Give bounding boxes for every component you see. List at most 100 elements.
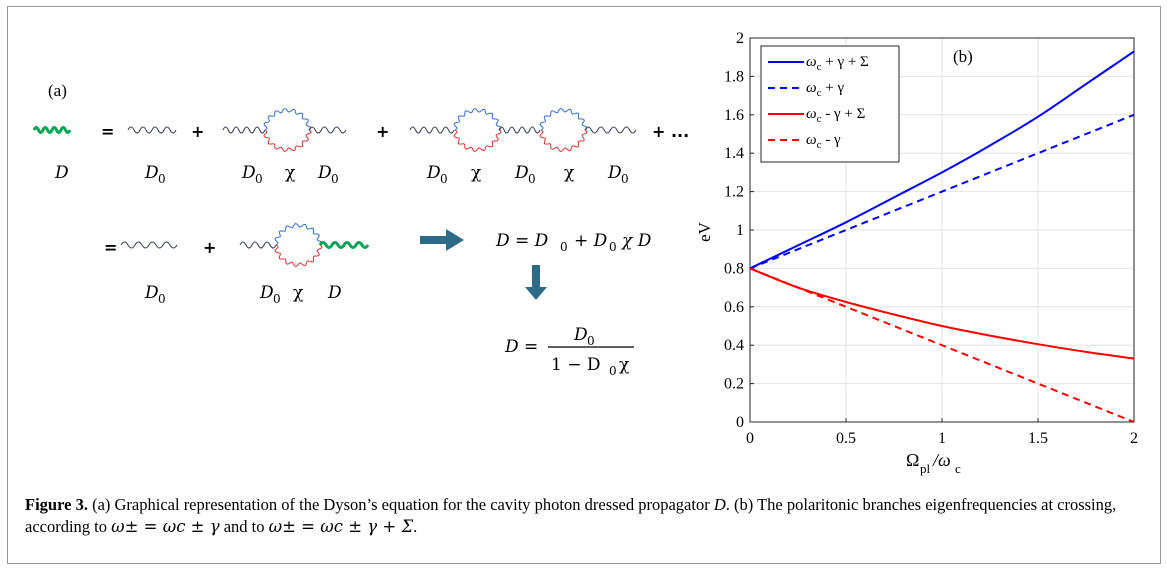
label-D0: D (144, 163, 159, 183)
loop-upper-line (263, 107, 312, 131)
label-D: D (54, 163, 69, 183)
x-axis-label: Ω pl /ω c (906, 450, 961, 476)
loop-upper-line (453, 107, 502, 131)
svg-text:pl: pl (920, 461, 931, 476)
bare-propagator-line (308, 126, 347, 134)
equals-sign-1: = (101, 122, 114, 141)
label-chi: χ (471, 163, 481, 183)
loop-lower-line (453, 129, 502, 153)
y-tick-label: 0.2 (724, 376, 744, 393)
equals-sign-2: = (104, 238, 117, 257)
label-D0: D (144, 283, 159, 303)
y-tick-label: 1.6 (724, 107, 744, 124)
bare-propagator-line (239, 241, 277, 249)
figure-caption: Figure 3. (a) Graphical representation o… (25, 495, 1117, 536)
legend-entry: ωc - γ (806, 132, 841, 151)
ellipsis: + ... (652, 122, 689, 141)
caption-formula-1: ω± = ωc ± γ (111, 517, 220, 536)
figure-frame (7, 6, 1161, 564)
bare-propagator-line (498, 126, 541, 134)
loop-lower-line (263, 129, 312, 153)
plus-sign-2: + (376, 122, 389, 141)
x-tick-label: 1 (938, 430, 946, 447)
loop-upper-line (539, 107, 588, 131)
dressed-propagator-line (318, 241, 370, 249)
svg-text:+ D: + D (574, 231, 608, 251)
label-D0: D (426, 163, 441, 183)
solved-propagator-equation: D = D 0 1 − D 0 χ (504, 325, 634, 378)
x-axis-ticks: 0 0.5 1 1.5 2 (746, 418, 1138, 447)
label-D0-sub: 0 (273, 292, 281, 306)
dressed-propagator-line (32, 126, 72, 134)
chart-legend: ωc + γ + Σ ωc + γ ωc - γ + Σ ωc - γ (760, 45, 900, 163)
plus-sign-1: + (191, 122, 204, 141)
y-tick-label: 0 (736, 414, 744, 431)
y-tick-label: 0.6 (724, 299, 744, 316)
label-D0-sub: 0 (158, 172, 166, 186)
y-tick-label: 1.8 (724, 68, 744, 85)
label-D0-sub: 0 (255, 172, 263, 186)
y-tick-label: 1.2 (724, 184, 744, 201)
svg-text:χ: χ (619, 355, 629, 375)
svg-text:D: D (573, 325, 588, 345)
x-tick-label: 0.5 (836, 430, 856, 447)
loop-upper-line (274, 222, 323, 246)
label-chi: χ (293, 283, 303, 303)
label-D0-sub: 0 (331, 172, 339, 186)
label-D: D (327, 283, 342, 303)
bare-propagator-line (222, 126, 266, 134)
plus-sign-3: + (203, 238, 216, 257)
label-chi: χ (564, 163, 574, 183)
legend-entry: ωc + γ + Σ (806, 54, 869, 73)
y-tick-label: 0.8 (724, 260, 744, 277)
x-tick-label: 0 (746, 430, 754, 447)
svg-text:c: c (955, 461, 961, 476)
down-arrow-icon (525, 265, 547, 300)
bare-propagator-line (409, 126, 455, 134)
svg-text:0: 0 (609, 364, 617, 378)
series-line-4 (749, 267, 1135, 423)
svg-text:χ D: χ D (621, 231, 652, 251)
y-axis-ticks: 0 0.2 0.4 0.6 0.8 1 1.2 1.4 1.6 1.8 2 (724, 30, 754, 431)
dyson-equation: D = D 0 + D 0 χ D (495, 231, 652, 254)
right-arrow-icon (420, 229, 464, 251)
y-tick-label: 2 (736, 30, 744, 47)
panel-a-label: (a) (48, 81, 67, 100)
label-D0: D (514, 163, 529, 183)
propagator-lines (32, 107, 637, 268)
legend-entry: ωc + γ (806, 80, 844, 99)
svg-text:D =: D = (504, 337, 538, 357)
y-axis-label: eV (695, 221, 714, 242)
bare-propagator-line (127, 126, 177, 134)
label-D0: D (607, 163, 622, 183)
panel-b-label: (b) (953, 47, 973, 66)
panel-a-diagram: (a) = + + + ... D D 0 D 0 χ D 0 D 0 χ D … (32, 81, 689, 378)
loop-lower-line (274, 244, 323, 268)
svg-text:1 − D: 1 − D (551, 355, 601, 375)
bare-propagator-line (584, 126, 637, 134)
svg-text:0: 0 (609, 240, 617, 254)
label-D0-sub: 0 (158, 292, 166, 306)
x-tick-label: 1.5 (1028, 430, 1048, 447)
x-tick-label: 2 (1130, 430, 1138, 447)
caption-label: Figure 3. (25, 495, 88, 514)
loop-lower-line (539, 129, 588, 153)
svg-text:0: 0 (587, 334, 595, 348)
label-D0: D (317, 163, 332, 183)
label-D0: D (259, 283, 274, 303)
series-line-2 (749, 113, 1135, 270)
y-tick-label: 0.4 (724, 337, 744, 354)
label-D0-sub: 0 (621, 172, 629, 186)
svg-text:Ω: Ω (906, 450, 919, 470)
label-D0-sub: 0 (528, 172, 536, 186)
label-D0-sub: 0 (440, 172, 448, 186)
label-chi: χ (285, 163, 295, 183)
caption-formula-2: ω± = ωc ± γ + Σ (268, 517, 414, 536)
y-tick-label: 1.4 (724, 145, 744, 162)
label-D0: D (241, 163, 256, 183)
legend-entry: ωc - γ + Σ (806, 106, 865, 125)
series-line-1 (749, 50, 1135, 270)
svg-text:D = D: D = D (495, 231, 549, 251)
svg-text:0: 0 (560, 240, 568, 254)
